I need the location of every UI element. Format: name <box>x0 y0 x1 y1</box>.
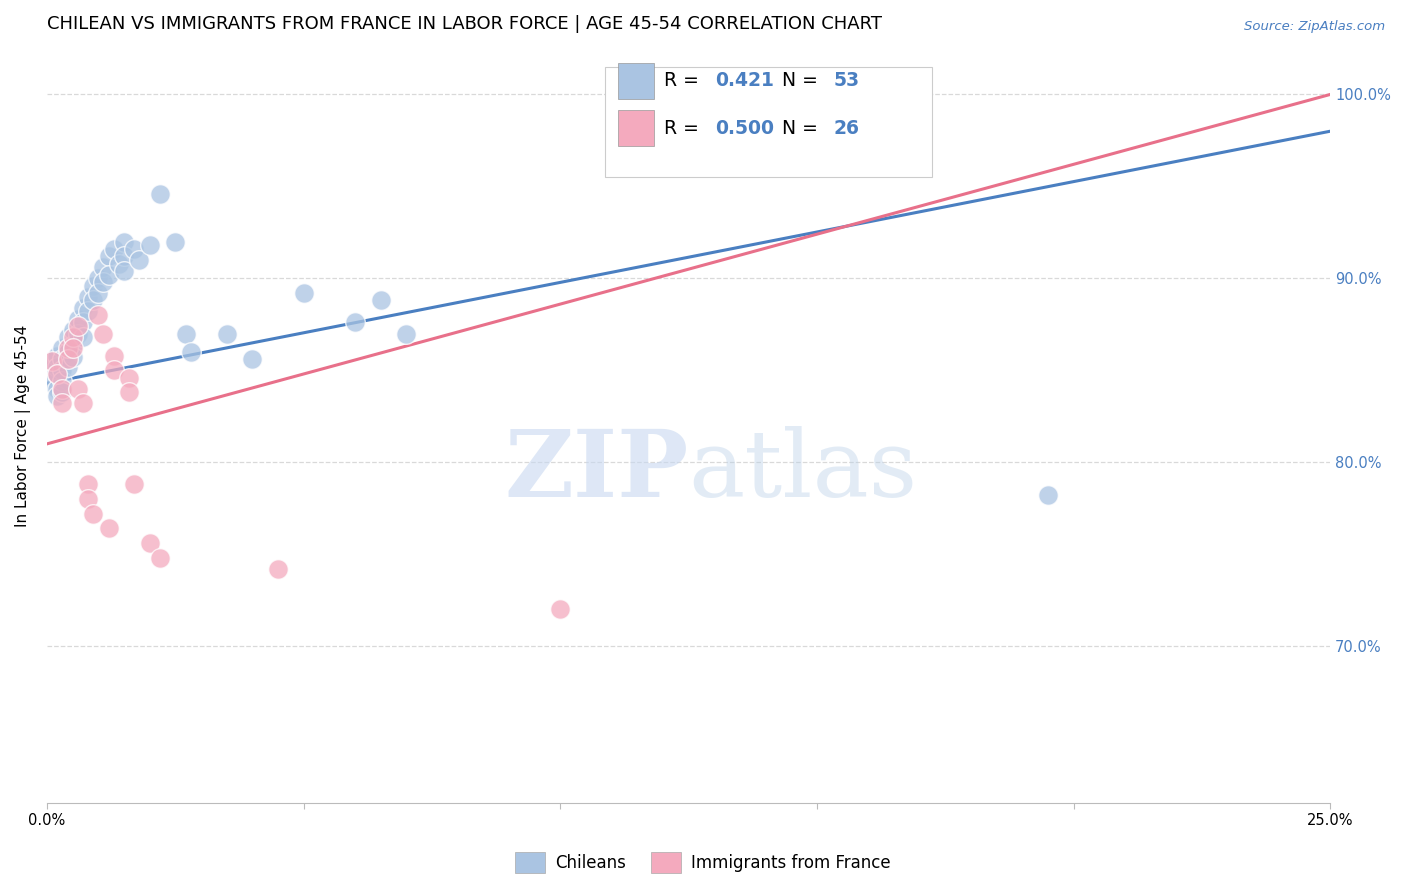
Point <box>82 507 104 521</box>
Point <box>128 252 150 267</box>
Point <box>122 242 145 256</box>
Point <box>41 354 63 368</box>
Point <box>112 264 135 278</box>
Point <box>56 341 79 355</box>
Point <box>46 349 69 363</box>
Point <box>138 536 160 550</box>
FancyBboxPatch shape <box>605 67 932 177</box>
Point <box>56 352 79 367</box>
Point <box>51 352 73 367</box>
Point <box>72 301 94 315</box>
Point <box>93 275 115 289</box>
Point <box>62 351 84 365</box>
Point <box>51 396 73 410</box>
Point <box>82 293 104 308</box>
Point <box>77 477 100 491</box>
Point <box>149 186 172 201</box>
Point <box>77 304 100 318</box>
Point <box>370 293 392 308</box>
Point <box>1036 488 1059 502</box>
Point <box>41 376 63 391</box>
Point <box>240 352 263 367</box>
Point <box>46 367 69 381</box>
Point <box>66 382 89 396</box>
Text: R =: R = <box>664 119 706 138</box>
Point <box>66 326 89 341</box>
Point <box>56 330 79 344</box>
Point <box>267 562 290 576</box>
Point <box>77 290 100 304</box>
Text: Source: ZipAtlas.com: Source: ZipAtlas.com <box>1244 20 1385 33</box>
Point <box>548 602 571 616</box>
Point <box>46 359 69 374</box>
Point <box>62 323 84 337</box>
Point <box>103 363 125 377</box>
Point <box>82 278 104 293</box>
Point <box>292 286 315 301</box>
Point <box>108 257 131 271</box>
Point <box>215 326 238 341</box>
Point <box>72 396 94 410</box>
Point <box>46 367 69 381</box>
Point <box>41 354 63 368</box>
Point <box>66 319 89 334</box>
Text: N =: N = <box>782 71 824 90</box>
Point <box>51 363 73 377</box>
Point <box>103 349 125 363</box>
Point <box>118 370 141 384</box>
Text: ZIP: ZIP <box>505 425 689 516</box>
Point <box>51 385 73 400</box>
Text: atlas: atlas <box>689 425 918 516</box>
Point <box>174 326 197 341</box>
Point <box>56 345 79 359</box>
Point <box>395 326 418 341</box>
Point <box>97 521 120 535</box>
Text: 0.421: 0.421 <box>716 71 775 90</box>
Text: 26: 26 <box>834 119 859 138</box>
Point <box>138 238 160 252</box>
Y-axis label: In Labor Force | Age 45-54: In Labor Force | Age 45-54 <box>15 325 31 526</box>
FancyBboxPatch shape <box>619 62 654 99</box>
Point <box>77 491 100 506</box>
Point <box>51 382 73 396</box>
Point <box>180 345 202 359</box>
Point <box>72 316 94 330</box>
Text: 0.500: 0.500 <box>716 119 775 138</box>
Point <box>56 359 79 374</box>
Point <box>97 268 120 282</box>
Point <box>112 235 135 249</box>
Text: N =: N = <box>782 119 824 138</box>
Point <box>62 341 84 355</box>
Point <box>87 308 110 322</box>
Point <box>87 286 110 301</box>
Text: CHILEAN VS IMMIGRANTS FROM FRANCE IN LABOR FORCE | AGE 45-54 CORRELATION CHART: CHILEAN VS IMMIGRANTS FROM FRANCE IN LAB… <box>46 15 882 33</box>
Point <box>87 271 110 285</box>
Point <box>149 550 172 565</box>
Text: R =: R = <box>664 71 706 90</box>
Point <box>46 382 69 396</box>
Point <box>51 375 73 389</box>
Text: 53: 53 <box>834 71 859 90</box>
Point <box>46 389 69 403</box>
Point <box>41 363 63 377</box>
Point <box>122 477 145 491</box>
Point <box>62 337 84 351</box>
Point <box>93 326 115 341</box>
Point <box>66 311 89 326</box>
Point <box>51 341 73 355</box>
Point <box>93 260 115 275</box>
Point <box>118 385 141 400</box>
FancyBboxPatch shape <box>619 111 654 146</box>
Point <box>62 330 84 344</box>
Point <box>97 249 120 263</box>
Point <box>165 235 187 249</box>
Legend: Chileans, Immigrants from France: Chileans, Immigrants from France <box>509 846 897 880</box>
Point <box>72 330 94 344</box>
Point <box>343 316 366 330</box>
Point <box>103 242 125 256</box>
Point <box>112 249 135 263</box>
